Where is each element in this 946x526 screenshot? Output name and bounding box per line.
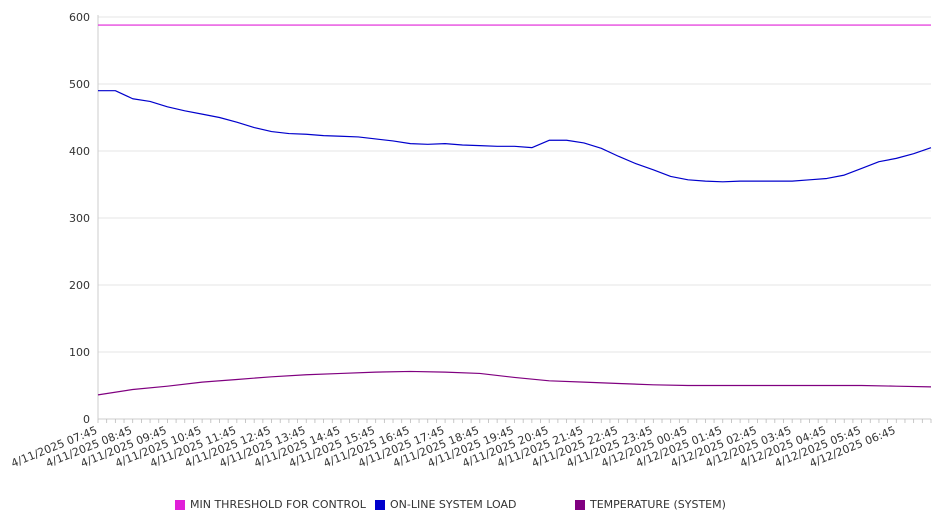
series-lines <box>97 24 932 396</box>
legend-label: MIN THRESHOLD FOR CONTROL <box>190 498 366 511</box>
legend-item-system-load: ON-LINE SYSTEM LOAD <box>375 498 516 511</box>
legend-label: TEMPERATURE (SYSTEM) <box>590 498 726 511</box>
legend-label: ON-LINE SYSTEM LOAD <box>390 498 517 511</box>
y-tick-label: 100 <box>69 346 90 359</box>
y-tick-label: 400 <box>69 145 90 158</box>
legend-swatch <box>375 499 385 510</box>
legend-item-temperature: TEMPERATURE (SYSTEM) <box>575 498 726 511</box>
axes <box>97 15 932 423</box>
series-line <box>98 90 932 183</box>
y-tick-label: 200 <box>69 279 90 292</box>
series-line <box>97 370 932 396</box>
y-tick-labels: 0 100 200 300 400 500 600 <box>69 11 90 426</box>
y-tick-label: 0 <box>83 413 90 426</box>
legend-swatch <box>575 499 585 510</box>
line-chart: 0 100 200 300 400 500 600 4/11/2025 07:454/11/… <box>9 11 932 470</box>
y-tick-label: 300 <box>69 212 90 225</box>
legend-swatch <box>175 499 185 510</box>
gridlines <box>98 16 931 353</box>
y-tick-label: 600 <box>69 11 90 24</box>
x-tick-labels: 4/11/2025 07:454/11/2025 08:454/11/2025 … <box>9 424 897 470</box>
legend-item-min-threshold: MIN THRESHOLD FOR CONTROL <box>175 498 366 511</box>
y-tick-label: 500 <box>69 78 90 91</box>
